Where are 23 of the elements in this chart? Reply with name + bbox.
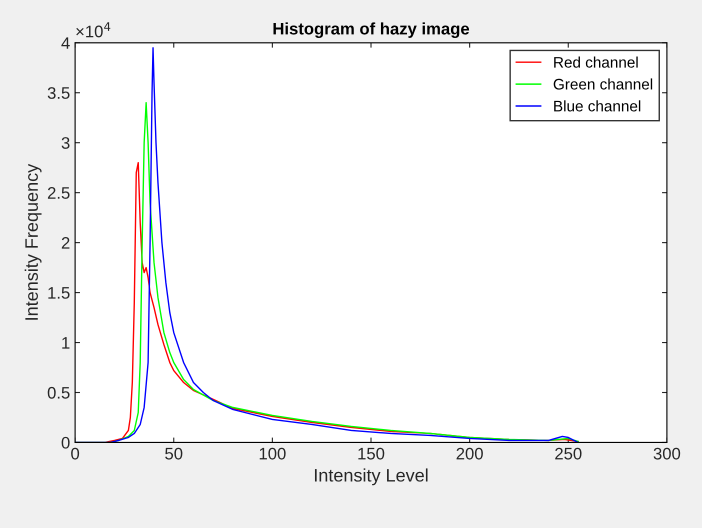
x-tick-label: 50 — [165, 448, 182, 460]
text: ×10$^{4}$ — [76, 22, 110, 38]
x-tick-label: 150 — [358, 448, 384, 460]
x-tick-label: 300 — [654, 448, 680, 460]
y-tick-label: 0.5 — [48, 386, 70, 399]
y-axis-title: Intensity Frequency — [24, 164, 42, 320]
chart-title: Histogram of hazy image — [273, 22, 470, 38]
y-tick-label: 2.5 — [48, 187, 70, 199]
y-tick-label: 3 — [62, 137, 70, 149]
x-tick-label: 200 — [456, 448, 483, 460]
x-tick-label: 250 — [555, 448, 582, 460]
y-tick-label: 0 — [62, 436, 70, 449]
y-tick-label: 3.5 — [48, 87, 70, 99]
legend-label: Blue channel — [554, 100, 640, 112]
x-axis-title: Intensity Level — [314, 468, 428, 486]
legend-label: Red channel — [554, 56, 638, 68]
y-tick-label: 4 — [61, 37, 70, 49]
y-tick-label: 2 — [62, 237, 70, 249]
y-tick-label: 1 — [62, 337, 70, 349]
y-tick-label: 1.5 — [48, 287, 70, 299]
x-tick-label: 0 — [71, 448, 80, 460]
legend-label: Green channel — [554, 78, 652, 90]
x-tick-label: 100 — [260, 448, 286, 460]
